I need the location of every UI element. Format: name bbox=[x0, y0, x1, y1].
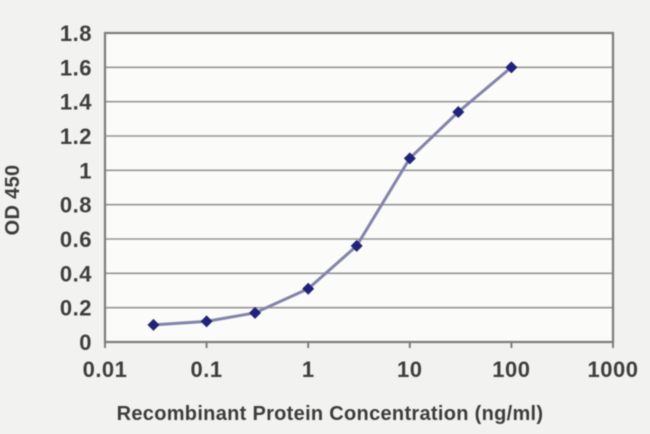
data-point-marker bbox=[350, 239, 363, 252]
data-point-marker bbox=[302, 282, 315, 295]
x-tick-label: 0.1 bbox=[191, 357, 223, 382]
data-point-marker bbox=[147, 318, 160, 331]
x-tick-label: 10 bbox=[397, 357, 422, 382]
y-tick-label: 1.2 bbox=[60, 124, 92, 149]
y-tick-label: 0.4 bbox=[60, 261, 92, 286]
y-tick-label: 0.8 bbox=[60, 193, 92, 218]
y-tick-label: 0.6 bbox=[60, 227, 92, 252]
x-tick-label: 1 bbox=[302, 357, 315, 382]
y-tick-label: 0 bbox=[79, 330, 92, 355]
data-point-marker bbox=[505, 61, 518, 74]
plot-border bbox=[103, 31, 615, 344]
x-tick-label: 100 bbox=[492, 357, 530, 382]
data-point-marker bbox=[200, 315, 213, 328]
y-tick-label: 1.4 bbox=[60, 90, 92, 115]
data-point-marker bbox=[452, 105, 465, 118]
y-tick-label: 0.2 bbox=[60, 296, 92, 321]
data-point-marker bbox=[403, 152, 416, 165]
y-tick-label: 1 bbox=[79, 158, 92, 183]
y-tick-label: 1.8 bbox=[60, 21, 92, 46]
y-axis-title: OD 450 bbox=[2, 165, 24, 236]
y-tick-label: 1.6 bbox=[60, 55, 92, 80]
x-axis-title: Recombinant Protein Concentration (ng/ml… bbox=[117, 403, 544, 425]
x-tick-label: 0.01 bbox=[83, 357, 128, 382]
plot-area bbox=[105, 33, 613, 342]
x-tick-label: 1000 bbox=[588, 357, 639, 382]
plot-layer: 0.01 0.1 1 10 100 1000 0 0.2 0.4 0.6 0.8 1 1.2 1.4 1.6… bbox=[60, 21, 639, 382]
series-line bbox=[151, 65, 513, 327]
data-point-marker bbox=[249, 306, 262, 319]
